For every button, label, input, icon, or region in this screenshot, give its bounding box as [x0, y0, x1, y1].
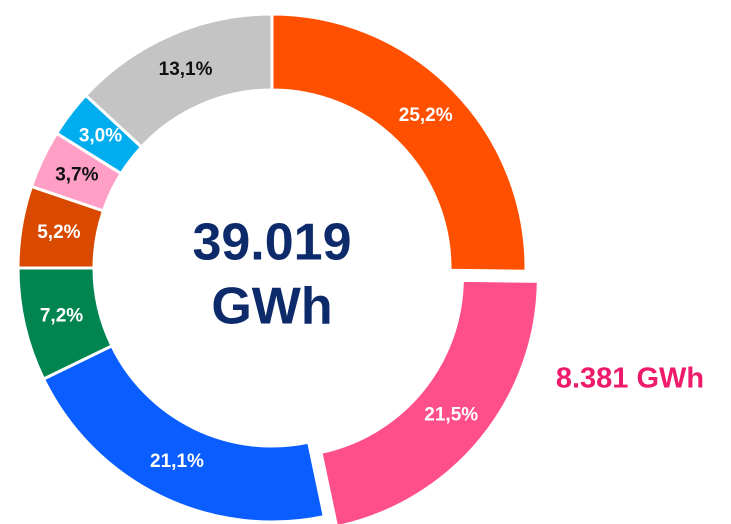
- slice-label: 7,2%: [40, 305, 83, 326]
- slice: [83, 12, 274, 150]
- slice: [319, 278, 540, 524]
- center-unit: GWh: [211, 278, 332, 336]
- slice-label: 3,7%: [55, 164, 98, 185]
- slice-label: 25,2%: [399, 105, 453, 126]
- slice: [41, 343, 327, 524]
- slice-label: 3,0%: [79, 126, 122, 147]
- center-value: 39.019: [192, 214, 351, 272]
- slice-label: 21,5%: [424, 404, 478, 425]
- slice-label: 5,2%: [37, 222, 80, 243]
- slice: [270, 12, 528, 273]
- slice-label: 13,1%: [159, 59, 213, 80]
- annotation: 8.381 GWh: [556, 363, 704, 395]
- slice-label: 21,1%: [150, 451, 204, 472]
